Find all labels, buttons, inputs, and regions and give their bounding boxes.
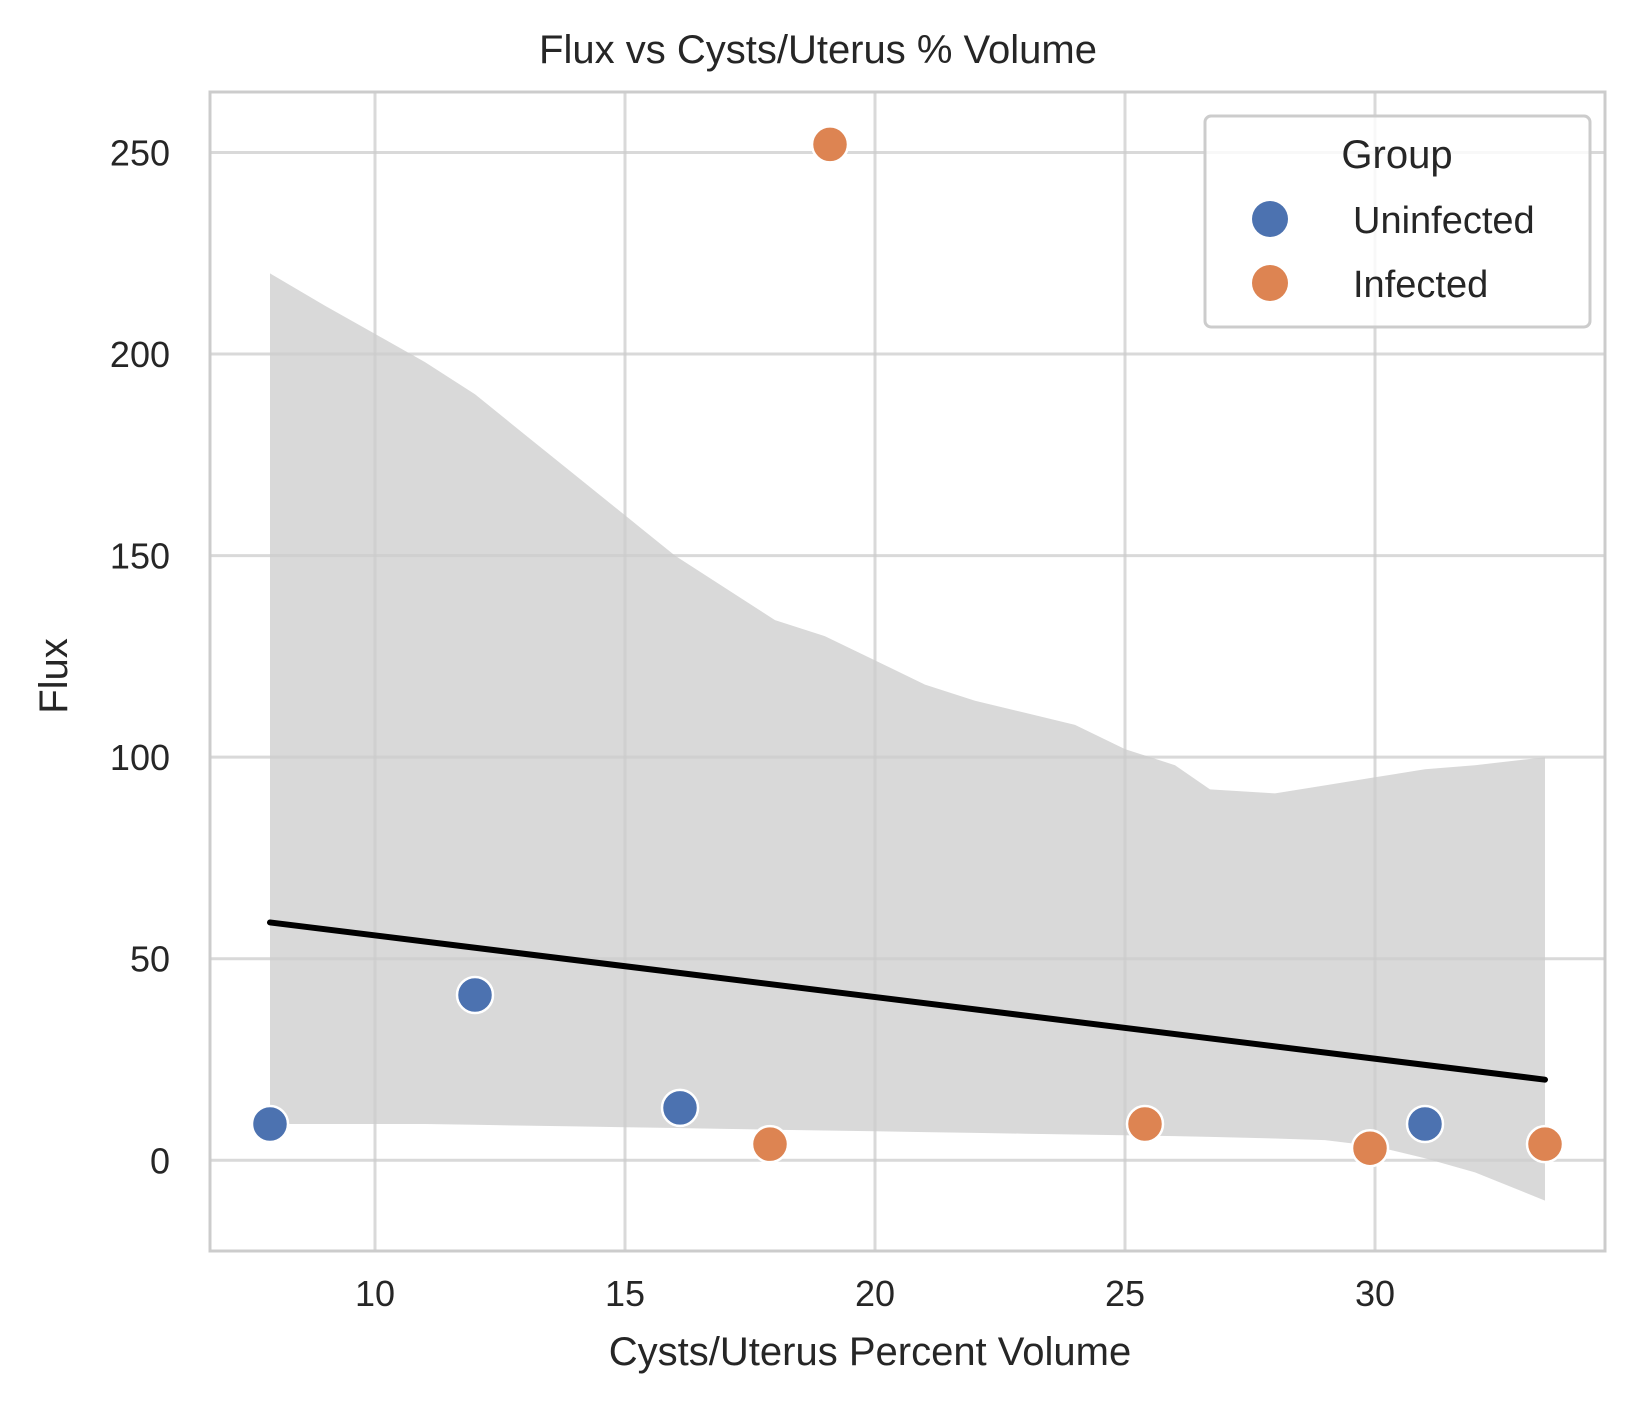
x-tick-label: 30: [1355, 1273, 1395, 1314]
y-axis-label: Flux: [32, 638, 76, 714]
legend: Group Uninfected Infected: [1203, 114, 1592, 329]
legend-title: Group: [1341, 133, 1452, 177]
data-point-infected: [810, 125, 850, 164]
x-axis-label: Cysts/Uterus Percent Volume: [609, 1330, 1131, 1374]
confidence-band: [270, 273, 1545, 1201]
y-tick-label: 250: [110, 132, 170, 173]
y-tick-label: 0: [150, 1140, 170, 1181]
x-tick-label: 25: [1105, 1273, 1145, 1314]
data-point-uninfected: [1405, 1104, 1445, 1144]
data-point-infected: [1125, 1104, 1165, 1144]
grid-layer: [210, 92, 1605, 1251]
y-tick-label: 200: [110, 334, 170, 375]
legend-box: [1203, 114, 1592, 329]
data-point-infected: [750, 1124, 790, 1164]
data-point-uninfected: [455, 975, 495, 1015]
y-tick-label: 150: [110, 536, 170, 577]
x-tick-labels: 10 15 20 25 30: [355, 1273, 1395, 1314]
chart-title: Flux vs Cysts/Uterus % Volume: [539, 28, 1097, 72]
regression-line: [267, 919, 1548, 1083]
plot-frame: [208, 90, 1607, 1253]
legend-marker-uninfected: [1252, 201, 1288, 237]
data-point-uninfected: [660, 1088, 700, 1128]
confidence-band-layer: [270, 273, 1545, 1201]
y-tick-label: 50: [130, 939, 170, 980]
data-point-uninfected: [250, 1104, 290, 1144]
legend-label-infected: Infected: [1353, 264, 1488, 306]
legend-marker-infected: [1252, 265, 1288, 301]
data-point-infected: [1525, 1124, 1565, 1164]
x-tick-label: 20: [855, 1273, 895, 1314]
legend-label-uninfected: Uninfected: [1353, 200, 1535, 242]
y-tick-label: 100: [110, 737, 170, 778]
data-point-infected: [1350, 1128, 1390, 1168]
x-tick-label: 10: [355, 1273, 395, 1314]
data-points-layer: [250, 125, 1565, 1168]
y-tick-labels: 0 50 100 150 200 250: [110, 132, 170, 1181]
x-tick-label: 15: [605, 1273, 645, 1314]
regression-line-layer: [267, 919, 1548, 1083]
